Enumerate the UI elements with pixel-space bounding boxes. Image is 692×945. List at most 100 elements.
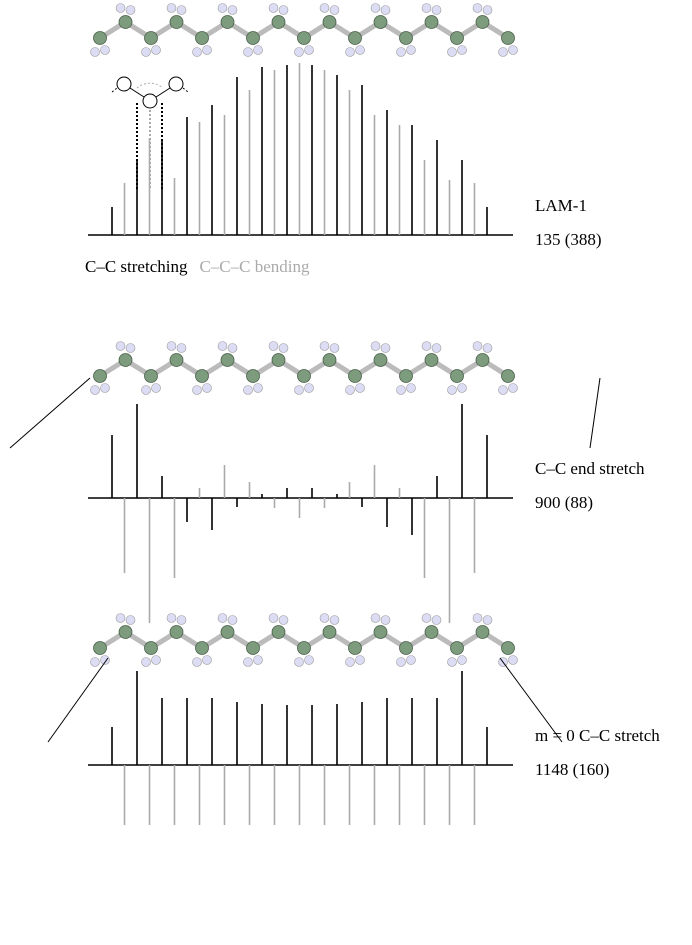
carbon <box>247 32 260 45</box>
hydrogen <box>397 48 406 57</box>
carbon <box>119 16 132 29</box>
hydrogen <box>152 384 161 393</box>
hydrogen <box>422 342 431 351</box>
hydrogen <box>407 46 416 55</box>
hydrogen <box>346 48 355 57</box>
hydrogen <box>126 6 135 15</box>
figure: LAM-1135 (388)C–C stretchingC–C–C bendin… <box>0 0 692 940</box>
carbon <box>298 370 311 383</box>
hydrogen <box>305 656 314 665</box>
hydrogen <box>422 614 431 623</box>
carbon <box>145 642 158 655</box>
hydrogen <box>330 6 339 15</box>
page: {"chart_data": [ {"type": "bar", "label"… <box>0 0 692 945</box>
hydrogen <box>269 614 278 623</box>
hydrogen <box>116 4 125 13</box>
hydrogen <box>330 616 339 625</box>
hydrogen <box>167 614 176 623</box>
mode-frequency: 1148 (160) <box>535 760 609 779</box>
hydrogen <box>509 384 518 393</box>
hydrogen <box>218 342 227 351</box>
hydrogen <box>305 384 314 393</box>
hydrogen <box>269 342 278 351</box>
carbon <box>349 32 362 45</box>
hydrogen <box>346 386 355 395</box>
carbon <box>298 642 311 655</box>
carbon <box>170 626 183 639</box>
hydrogen <box>356 46 365 55</box>
carbon <box>374 354 387 367</box>
hydrogen <box>458 384 467 393</box>
carbon <box>196 642 209 655</box>
hydrogen <box>295 658 304 667</box>
carbon <box>94 32 107 45</box>
carbon <box>145 370 158 383</box>
carbon <box>502 370 515 383</box>
hydrogen <box>509 46 518 55</box>
carbon <box>349 370 362 383</box>
legend-label: C–C–C bending <box>199 257 310 276</box>
hydrogen <box>320 342 329 351</box>
hydrogen <box>279 6 288 15</box>
hydrogen <box>397 658 406 667</box>
hydrogen <box>167 4 176 13</box>
hydrogen <box>279 616 288 625</box>
hydrogen <box>422 4 431 13</box>
hydrogen <box>142 386 151 395</box>
hydrogen <box>473 342 482 351</box>
hydrogen <box>448 658 457 667</box>
hydrogen <box>448 386 457 395</box>
carbon <box>221 354 234 367</box>
carbon <box>323 16 336 29</box>
displacement-arrow <box>10 378 90 448</box>
displacement-arrow <box>590 378 600 448</box>
mode-label: LAM-1 <box>535 196 587 215</box>
hydrogen <box>167 342 176 351</box>
hydrogen <box>483 6 492 15</box>
carbon <box>425 16 438 29</box>
mode-label: m = 0 C–C stretch <box>535 726 660 745</box>
hydrogen <box>499 386 508 395</box>
carbon <box>451 642 464 655</box>
hydrogen <box>371 614 380 623</box>
hydrogen <box>499 48 508 57</box>
hydrogen <box>432 616 441 625</box>
carbon <box>476 16 489 29</box>
mode-label: C–C end stretch <box>535 459 645 478</box>
hydrogen <box>152 656 161 665</box>
hydrogen <box>126 616 135 625</box>
hydrogen <box>101 384 110 393</box>
carbon <box>323 354 336 367</box>
hydrogen <box>458 656 467 665</box>
hydrogen <box>91 658 100 667</box>
hydrogen <box>407 656 416 665</box>
carbon <box>170 16 183 29</box>
hydrogen <box>305 46 314 55</box>
carbon <box>196 32 209 45</box>
hydrogen <box>177 344 186 353</box>
carbon <box>272 626 285 639</box>
hydrogen <box>381 6 390 15</box>
carbon <box>221 626 234 639</box>
hydrogen <box>193 658 202 667</box>
hydrogen <box>356 656 365 665</box>
hydrogen <box>218 4 227 13</box>
carbon <box>374 16 387 29</box>
hydrogen <box>101 46 110 55</box>
hydrogen <box>473 4 482 13</box>
molecule <box>91 614 518 667</box>
carbon <box>400 32 413 45</box>
carbon <box>119 354 132 367</box>
carbon <box>400 370 413 383</box>
hydrogen <box>330 344 339 353</box>
displacement-arrow <box>48 658 108 742</box>
hydrogen <box>371 342 380 351</box>
carbon <box>170 354 183 367</box>
hydrogen <box>244 48 253 57</box>
hydrogen <box>371 4 380 13</box>
carbon <box>247 642 260 655</box>
hydrogen <box>254 384 263 393</box>
carbon <box>272 16 285 29</box>
carbon <box>400 642 413 655</box>
hydrogen <box>407 384 416 393</box>
